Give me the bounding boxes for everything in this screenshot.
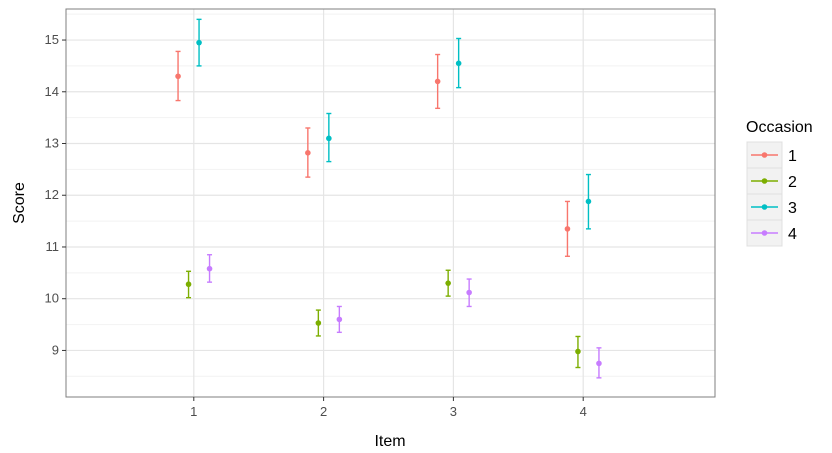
legend-key-point (761, 204, 768, 210)
x-axis: 1 2 3 4 (190, 397, 587, 419)
legend-label: 1 (788, 148, 797, 165)
x-tick-label: 3 (450, 404, 457, 419)
y-tick-label: 10 (45, 291, 59, 306)
data-point (305, 150, 311, 156)
data-point (315, 320, 322, 326)
data-point (185, 281, 192, 288)
data-point (596, 360, 602, 367)
legend-item-3: 3 (746, 193, 797, 221)
plot-border (65, 8, 716, 398)
data-point (455, 60, 462, 67)
x-tick-label: 4 (580, 404, 587, 419)
series-1 (175, 50, 571, 257)
data-point (564, 226, 571, 232)
data-marks (175, 18, 602, 379)
data-point (326, 135, 332, 142)
legend: Occasion 1 2 3 4 (746, 119, 813, 247)
legend-item-4: 4 (746, 219, 797, 247)
y-tick-label: 12 (45, 187, 59, 202)
legend-key-point (761, 178, 768, 184)
data-point (196, 39, 202, 46)
legend-label: 3 (788, 200, 797, 217)
data-point (585, 198, 592, 205)
y-tick-label: 14 (45, 84, 59, 99)
y-axis-title: Score (11, 182, 28, 224)
data-point (466, 289, 472, 296)
series-3 (196, 18, 592, 230)
data-point (445, 280, 451, 286)
plot-background (66, 9, 715, 397)
y-axis: 9 10 11 12 13 14 15 (45, 32, 66, 357)
legend-item-1: 1 (746, 141, 797, 169)
y-tick-label: 11 (46, 239, 60, 254)
series-4 (206, 254, 602, 379)
legend-key-point (761, 230, 768, 236)
legend-label: 2 (788, 174, 797, 191)
x-tick-label: 2 (320, 404, 327, 419)
data-point (434, 78, 441, 85)
legend-key-point (761, 152, 768, 158)
data-point (575, 348, 581, 355)
data-point (175, 73, 181, 80)
legend-title: Occasion (746, 119, 813, 136)
series-2 (185, 269, 581, 369)
minor-gridlines (66, 13, 715, 377)
y-tick-label: 13 (45, 136, 59, 151)
data-point (206, 265, 213, 272)
y-tick-label: 15 (45, 32, 59, 47)
major-gridlines (66, 9, 715, 397)
legend-label: 4 (788, 226, 797, 243)
y-tick-label: 9 (52, 342, 59, 357)
legend-item-2: 2 (746, 167, 797, 195)
x-tick-label: 1 (190, 404, 197, 419)
x-axis-title: Item (374, 433, 405, 450)
data-point (336, 316, 343, 323)
